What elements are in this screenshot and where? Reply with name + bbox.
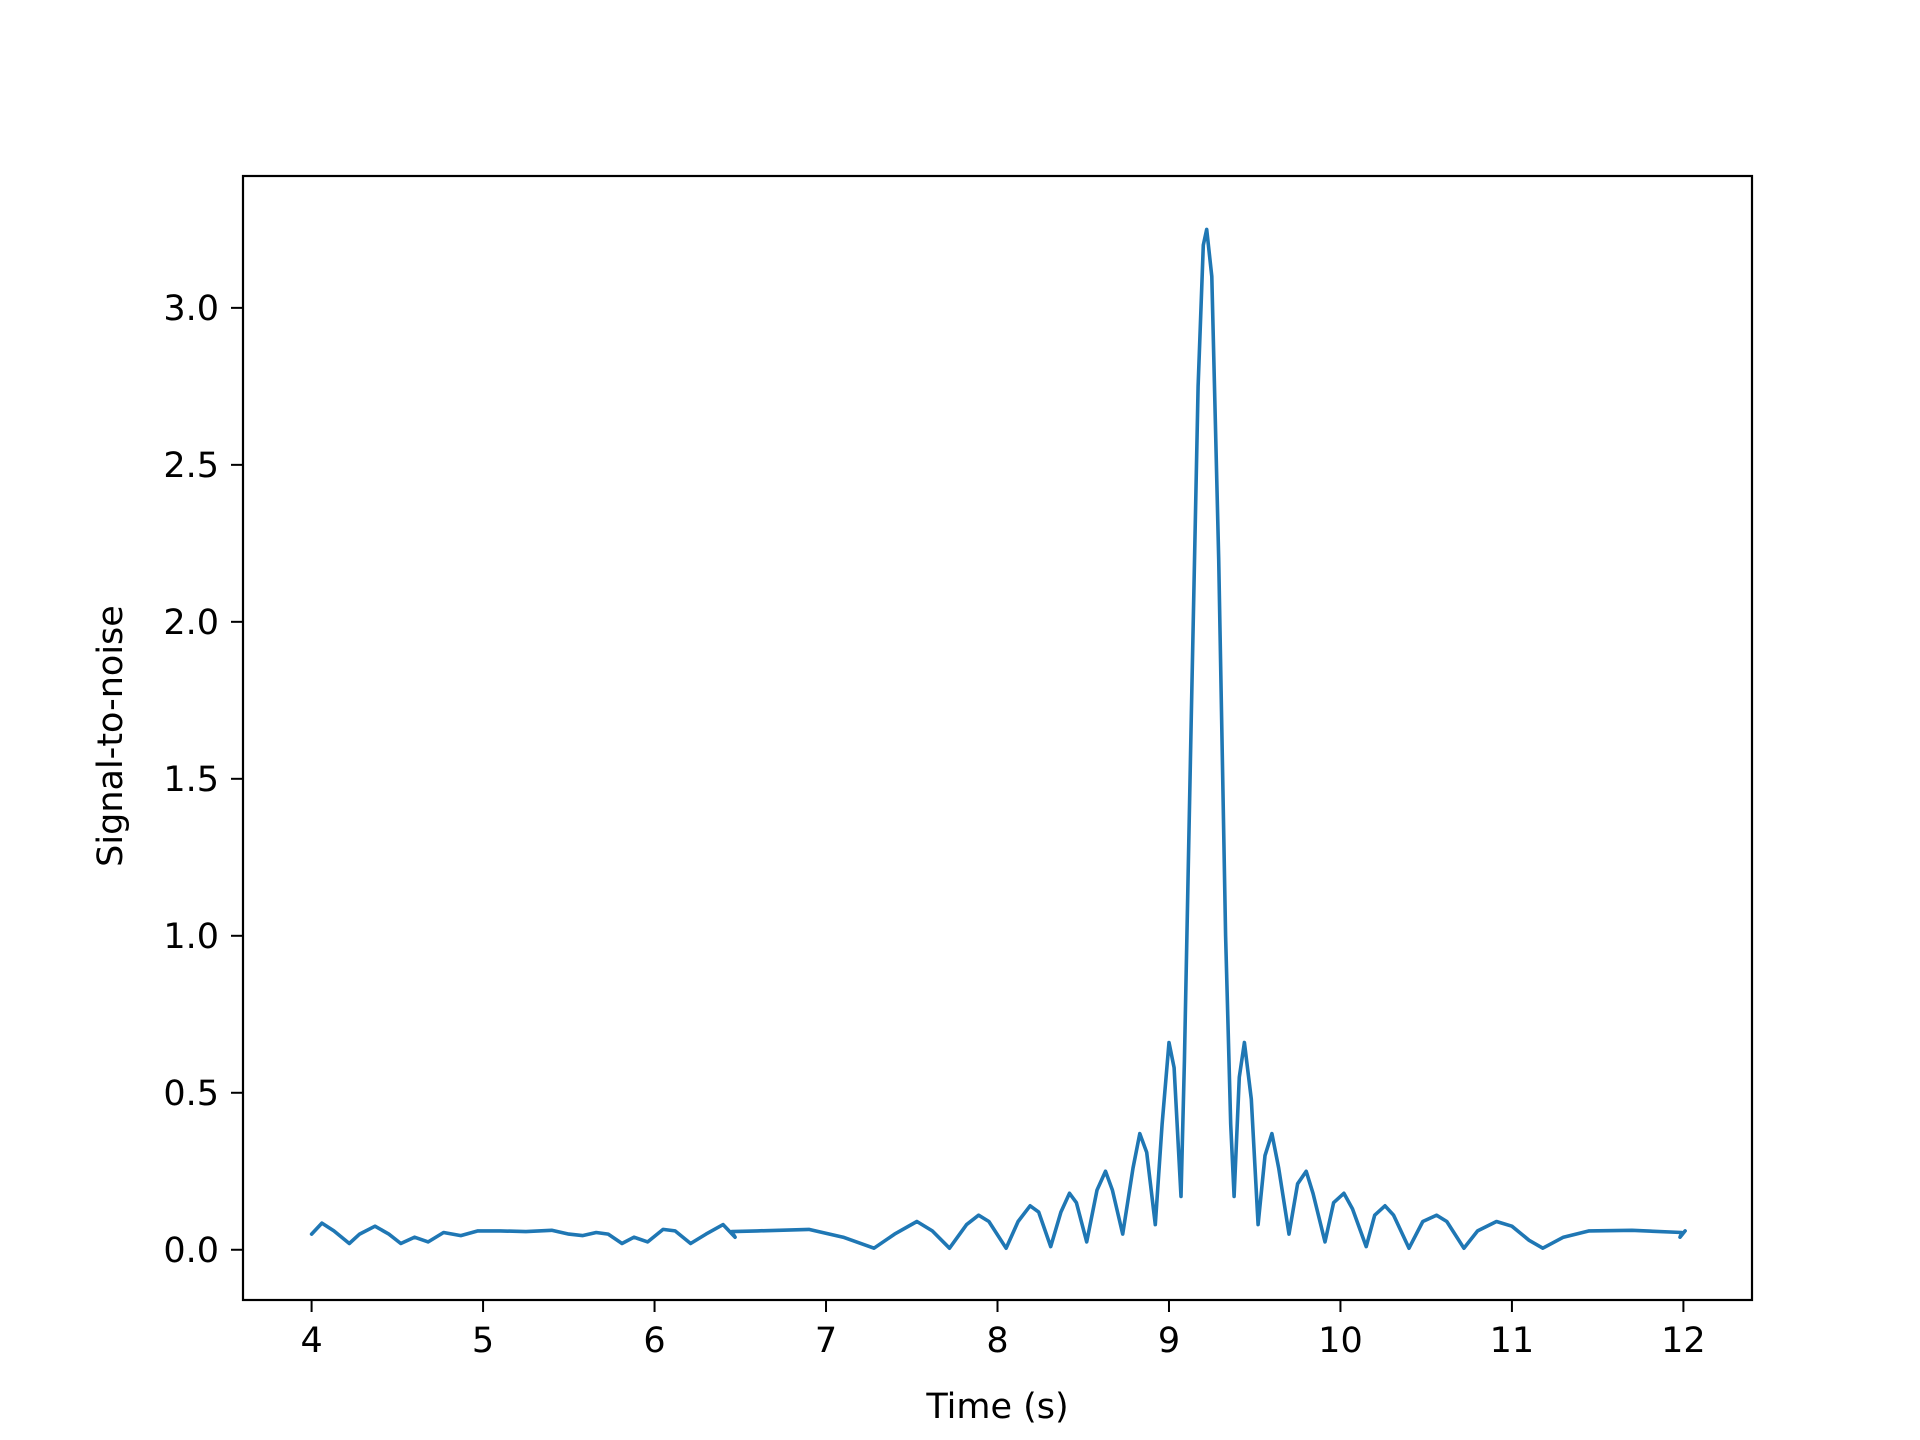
plot-area bbox=[309, 227, 1687, 1250]
axis-ticks: 4 5 6 7 8 9 10 11 12 0.0 0.5 1.0 1.5 2.0 2.5 3.0 bbox=[163, 289, 1705, 1361]
y-tick-label: 0.0 bbox=[163, 1231, 219, 1271]
signal-to-noise-line bbox=[309, 227, 1687, 1250]
x-tick-label: 12 bbox=[1661, 1321, 1706, 1361]
y-axis-label: Signal-to-noise bbox=[91, 605, 131, 867]
x-tick-label: 6 bbox=[643, 1321, 665, 1361]
x-tick-label: 10 bbox=[1318, 1321, 1363, 1361]
y-tick-label: 0.5 bbox=[163, 1074, 219, 1114]
axes-frame bbox=[241, 174, 1754, 1302]
x-tick-label: 11 bbox=[1490, 1321, 1535, 1361]
x-axis-label: Time (s) bbox=[925, 1387, 1068, 1427]
x-tick-label: 7 bbox=[815, 1321, 837, 1361]
y-tick-label: 2.5 bbox=[163, 446, 219, 486]
x-tick-label: 4 bbox=[300, 1321, 322, 1361]
x-tick-label: 9 bbox=[1158, 1321, 1180, 1361]
x-tick-label: 8 bbox=[986, 1321, 1008, 1361]
y-tick-label: 3.0 bbox=[163, 289, 219, 329]
y-tick-label: 2.0 bbox=[163, 603, 219, 643]
y-tick-label: 1.5 bbox=[163, 760, 219, 800]
y-tick-label: 1.0 bbox=[163, 917, 219, 957]
x-tick-label: 5 bbox=[472, 1321, 494, 1361]
